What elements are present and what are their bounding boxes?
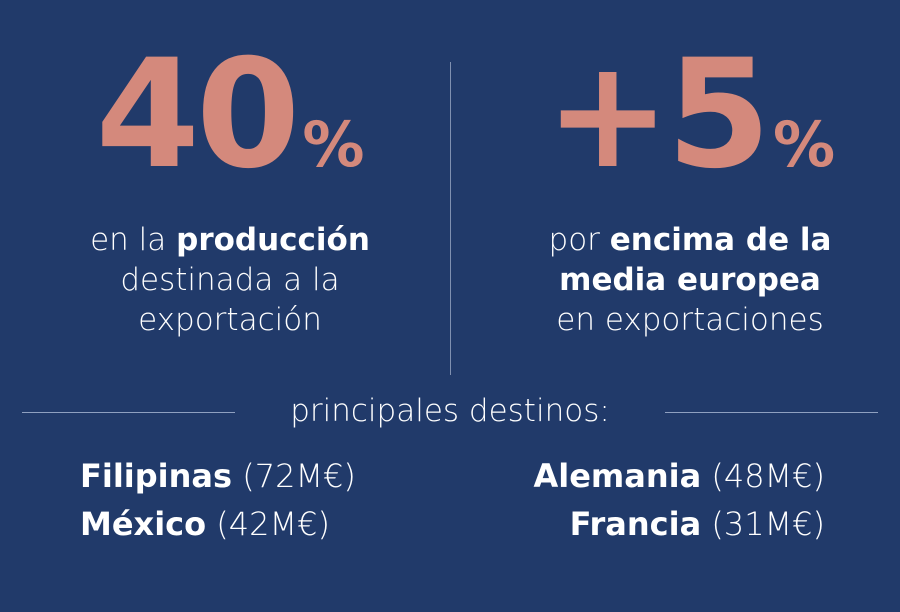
- destinations-heading: principales destinos:: [290, 393, 610, 429]
- stat-block: 40% en la producción destinada a la exporta…: [20, 40, 440, 340]
- stat-figure: +5%: [480, 40, 900, 220]
- stat-text: producción: [176, 222, 370, 258]
- stat-text: media europea: [559, 262, 821, 298]
- stat-block: +5% por encima de la media europea en expor…: [480, 40, 900, 340]
- rule: [665, 412, 878, 413]
- stat-text: exportación: [138, 302, 322, 338]
- destination: Francia (31M€): [533, 500, 825, 548]
- stat-text: en la: [90, 222, 167, 258]
- destination: Filipinas (72M€): [80, 452, 356, 500]
- stat-line: en exportaciones: [480, 300, 900, 340]
- destinations-left: Filipinas (72M€) México (42M€): [80, 452, 356, 548]
- stat-line: por encima de la: [480, 220, 900, 260]
- stat-line: exportación: [20, 300, 440, 340]
- destinations-right: Alemania (48M€) Francia (31M€): [533, 452, 825, 548]
- rule: [22, 412, 235, 413]
- stat-figure: 40%: [20, 40, 440, 220]
- destination-amount: (48M€): [711, 457, 825, 495]
- stat-text: destinada a la: [120, 262, 340, 298]
- destination-name: Francia: [569, 505, 702, 543]
- destination-name: México: [80, 505, 207, 543]
- stat-line: destinada a la: [20, 260, 440, 300]
- destination-amount: (31M€): [711, 505, 825, 543]
- destination-amount: (42M€): [216, 505, 330, 543]
- stat-line: media europea: [480, 260, 900, 300]
- destination-amount: (72M€): [242, 457, 356, 495]
- stat-text: encima de la: [609, 222, 832, 258]
- stat-number: +5: [544, 28, 771, 202]
- divider: [450, 62, 451, 375]
- destination-name: Filipinas: [80, 457, 233, 495]
- stat-unit: %: [772, 108, 836, 181]
- stat-line: en la producción: [20, 220, 440, 260]
- stat-text: por: [548, 222, 600, 258]
- stat-text: en exportaciones: [556, 302, 824, 338]
- destination: México (42M€): [80, 500, 356, 548]
- destination: Alemania (48M€): [533, 452, 825, 500]
- stat-unit: %: [302, 108, 365, 181]
- destination-name: Alemania: [533, 457, 702, 495]
- stat-number: 40: [95, 28, 301, 202]
